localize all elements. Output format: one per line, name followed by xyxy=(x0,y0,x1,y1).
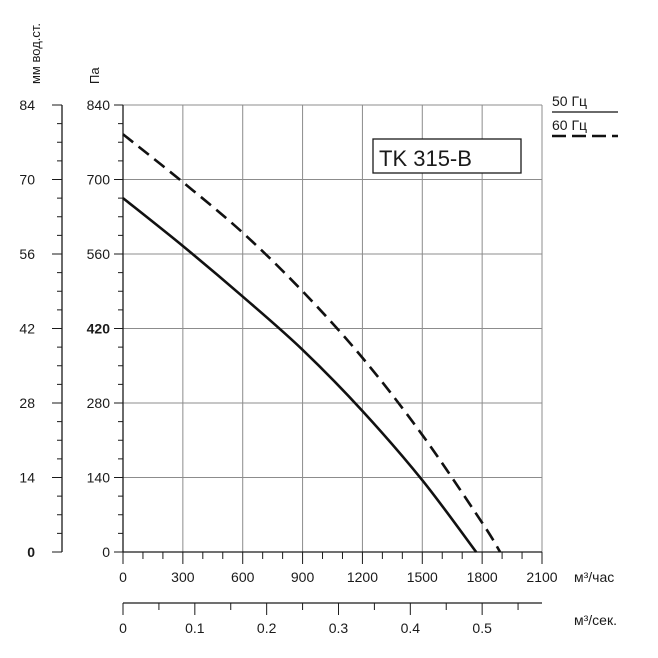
series-line-60hz xyxy=(122,133,502,553)
x2-tick-label: 0 xyxy=(119,620,127,636)
x2-tick-label: 0.4 xyxy=(401,620,421,636)
y-tick-label: 560 xyxy=(87,246,111,262)
x-axis-title: м³/час xyxy=(574,569,614,585)
x-tick-label: 900 xyxy=(291,569,315,585)
labels-layer: 0 140 280 420 560 700 840 0 14 28 42 56 70 84 мм вод.с… xyxy=(19,23,617,636)
x-tick-label: 300 xyxy=(171,569,195,585)
x2-tick-label: 0.3 xyxy=(329,620,349,636)
y2-tick-label: 28 xyxy=(19,395,35,411)
y-tick-label: 840 xyxy=(87,97,111,113)
legend-label: 50 Гц xyxy=(552,93,587,109)
axes-layer xyxy=(52,104,543,615)
series-layer xyxy=(122,133,502,553)
y2-tick-label: 84 xyxy=(19,97,35,113)
x2-tick-label: 0.1 xyxy=(185,620,205,636)
legend: 50 Гц 60 Гц xyxy=(552,93,618,138)
x-tick-label: 2100 xyxy=(526,569,557,585)
x2-tick-label: 0.2 xyxy=(257,620,277,636)
legend-label: 60 Гц xyxy=(552,117,587,133)
y2-tick-label: 42 xyxy=(19,321,35,337)
y-tick-label: 700 xyxy=(87,172,111,188)
x-tick-label: 600 xyxy=(231,569,255,585)
y2-tick-label: 14 xyxy=(19,470,35,486)
x-tick-label: 1200 xyxy=(347,569,378,585)
x2-tick-label: 0.5 xyxy=(472,620,492,636)
x-tick-label: 0 xyxy=(119,569,127,585)
y-tick-label: 280 xyxy=(87,395,111,411)
y2-tick-label: 0 xyxy=(27,544,35,560)
chart-title: TK 315-B xyxy=(379,146,472,171)
chart-title-box: TK 315-B xyxy=(372,138,522,174)
y2-tick-label: 56 xyxy=(19,246,35,262)
x-tick-label: 1800 xyxy=(467,569,498,585)
series-line-50hz xyxy=(122,197,478,553)
y-tick-label: 420 xyxy=(87,321,111,337)
x-tick-label: 1500 xyxy=(407,569,438,585)
y2-axis-title: мм вод.ст. xyxy=(28,23,43,84)
y-tick-label: 0 xyxy=(102,544,110,560)
y-tick-label: 140 xyxy=(87,470,111,486)
x2-axis-title: м³/сек. xyxy=(574,612,617,628)
y2-tick-label: 70 xyxy=(19,172,35,188)
y-axis-title: Па xyxy=(87,67,102,84)
